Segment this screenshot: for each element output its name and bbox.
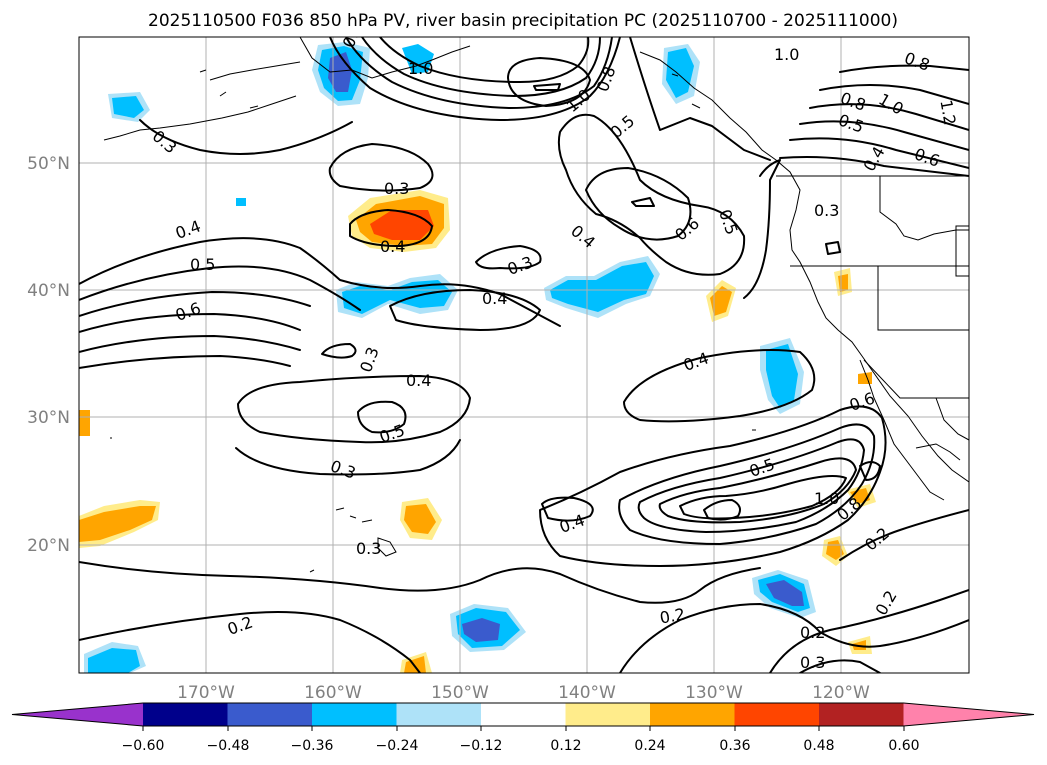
shaded-anomalies (79, 42, 876, 673)
latitude-labels: 50°N 40°N 30°N 20°N (27, 154, 70, 556)
lat-label: 40°N (27, 281, 70, 301)
positive-anomaly-patch-west (79, 500, 160, 548)
colorbar-tick-label: −0.48 (207, 738, 250, 754)
colorbar-ticks (142, 726, 905, 731)
coastlines (103, 37, 969, 573)
longitude-labels: 170°W 160°W 150°W 140°W 130°W 120°W (177, 683, 870, 703)
colorbar-tick-label: −0.12 (460, 738, 503, 754)
colorbar-segment (227, 703, 312, 726)
negative-anomaly-patch-south (450, 604, 526, 652)
map-frame (78, 36, 970, 674)
contour-label: 0.4 (482, 289, 507, 308)
contour-label: 0.5 (190, 255, 215, 274)
lon-label: 150°W (431, 683, 489, 703)
colorbar-segments (11, 702, 1035, 727)
lat-label: 30°N (27, 408, 70, 428)
lon-label: 160°W (304, 683, 362, 703)
contour-label: 0.3 (814, 201, 839, 220)
colorbar-segment (565, 703, 650, 726)
colorbar-extend-max (903, 703, 1034, 726)
contour-label: 1.0 (814, 489, 839, 508)
figure-title: 2025110500 F036 850 hPa PV, river basin … (148, 11, 898, 31)
gridlines (79, 37, 969, 673)
lon-label: 120°W (812, 683, 870, 703)
contour-label: 1.2 (936, 98, 959, 126)
colorbar-segment (143, 703, 228, 726)
contour-label: 0.2 (658, 604, 686, 627)
colorbar-extend-min (12, 703, 143, 726)
positive-anomaly-patch-north-pacific (348, 190, 450, 252)
colorbar-tick-label: 0.36 (719, 738, 750, 754)
colorbar-tick-labels: −0.60 −0.48 −0.36 −0.24 −0.12 0.12 0.24 … (122, 738, 920, 754)
lon-label: 130°W (685, 683, 743, 703)
negative-anomaly-patch-alaska (312, 42, 434, 106)
lon-label: 170°W (177, 683, 235, 703)
contour-label: 0.3 (356, 539, 381, 558)
contour-label: 0.4 (380, 237, 405, 256)
colorbar-segment (819, 703, 904, 726)
contour-label: 1.0 (408, 59, 433, 78)
colorbar-tick-label: −0.60 (122, 738, 165, 754)
colorbar-segment (650, 703, 735, 726)
pv-contours (79, 37, 969, 673)
lon-label: 140°W (558, 683, 616, 703)
contour-label: 0.2 (800, 623, 825, 642)
colorbar-segment (312, 703, 397, 726)
colorbar: −0.60 −0.48 −0.36 −0.24 −0.12 0.12 0.24 … (11, 702, 1035, 754)
negative-anomaly-patch-panhandle (662, 44, 700, 104)
colorbar-tick-label: 0.12 (550, 738, 581, 754)
colorbar-tick-label: 0.24 (634, 738, 665, 754)
negative-anomaly-patch-east (544, 256, 660, 318)
map-background (79, 37, 969, 673)
contour-label: 0.3 (384, 179, 409, 198)
colorbar-segment (734, 703, 819, 726)
colorbar-tick-label: −0.24 (376, 738, 419, 754)
lat-label: 50°N (27, 154, 70, 174)
contour-label: 0.4 (406, 371, 431, 390)
negative-anomaly-patch-small (236, 198, 246, 206)
colorbar-segment (481, 703, 566, 726)
contour-label: 0.3 (800, 653, 825, 672)
negative-anomaly-patch-offshore (760, 338, 804, 414)
map-panel: 1.0 0.8 0.3 1.0 0.8 0.5 1.0 0.8 0.8 1.0 … (27, 36, 970, 703)
colorbar-tick-label: 0.48 (803, 738, 834, 754)
contour-label: 1.0 (774, 45, 799, 64)
positive-anomaly-patch-hawaii (400, 498, 442, 540)
colorbar-segment (396, 703, 481, 726)
colorbar-tick-label: 0.60 (888, 738, 919, 754)
negative-anomaly-patch-southwest (84, 642, 146, 673)
colorbar-tick-label: −0.36 (291, 738, 334, 754)
lat-label: 20°N (27, 536, 70, 556)
